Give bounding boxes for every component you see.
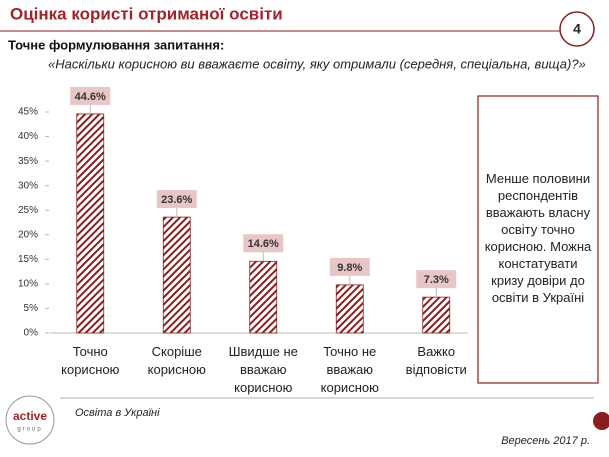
x-tick-label: Скоріше корисною xyxy=(147,344,206,377)
bar xyxy=(76,113,105,334)
x-tick-label: Точно корисною xyxy=(61,344,120,377)
bar xyxy=(162,216,191,334)
slide-title: Оцінка користі отриманої освіти xyxy=(10,4,283,23)
value-label-box xyxy=(329,257,370,276)
value-label: 9.8% xyxy=(337,262,362,274)
x-tick-label: Точно не вважаю корисною xyxy=(320,344,379,395)
value-label: 14.6% xyxy=(248,238,279,250)
x-tick-label: Важко відповісти xyxy=(405,344,467,377)
value-label-box xyxy=(156,190,197,209)
y-tick-label: 45% xyxy=(18,107,38,118)
y-tick-label: 15% xyxy=(18,254,38,265)
y-tick-label: 0% xyxy=(24,328,39,339)
question-label: Точне формулювання запитання: xyxy=(8,37,224,52)
page-number: 4 xyxy=(573,21,581,37)
question: «Наскільки корисною ви вважаєте освіту, … xyxy=(48,56,586,71)
y-tick-label: 40% xyxy=(18,131,38,142)
value-label: 44.6% xyxy=(75,91,106,103)
value-label: 7.3% xyxy=(424,274,449,286)
footer-source: Освіта в Україні xyxy=(75,407,160,419)
note-box xyxy=(477,95,599,384)
bar xyxy=(422,296,451,334)
y-tick-label: 20% xyxy=(18,229,38,240)
note-text: Менше половини респондентів вважають вла… xyxy=(484,170,592,305)
value-label-box xyxy=(416,270,457,289)
logo-circle xyxy=(5,395,55,445)
value-label-box xyxy=(70,86,111,105)
value-label-box xyxy=(243,234,284,253)
logo-name: active xyxy=(13,409,47,423)
logo-sub: group xyxy=(17,427,42,433)
x-tick-label: Швидше не вважаю корисною xyxy=(228,344,298,395)
footer-date: Вересень 2017 р. xyxy=(501,435,590,447)
value-label: 23.6% xyxy=(161,194,192,206)
footer-dot xyxy=(593,412,609,430)
y-tick-label: 10% xyxy=(18,279,38,290)
bar xyxy=(249,260,278,334)
y-tick-label: 5% xyxy=(24,303,39,314)
y-tick-label: 25% xyxy=(18,205,38,216)
bar xyxy=(335,284,364,334)
y-tick-label: 30% xyxy=(18,180,38,191)
y-tick-label: 35% xyxy=(18,156,38,167)
page-badge xyxy=(559,11,595,47)
